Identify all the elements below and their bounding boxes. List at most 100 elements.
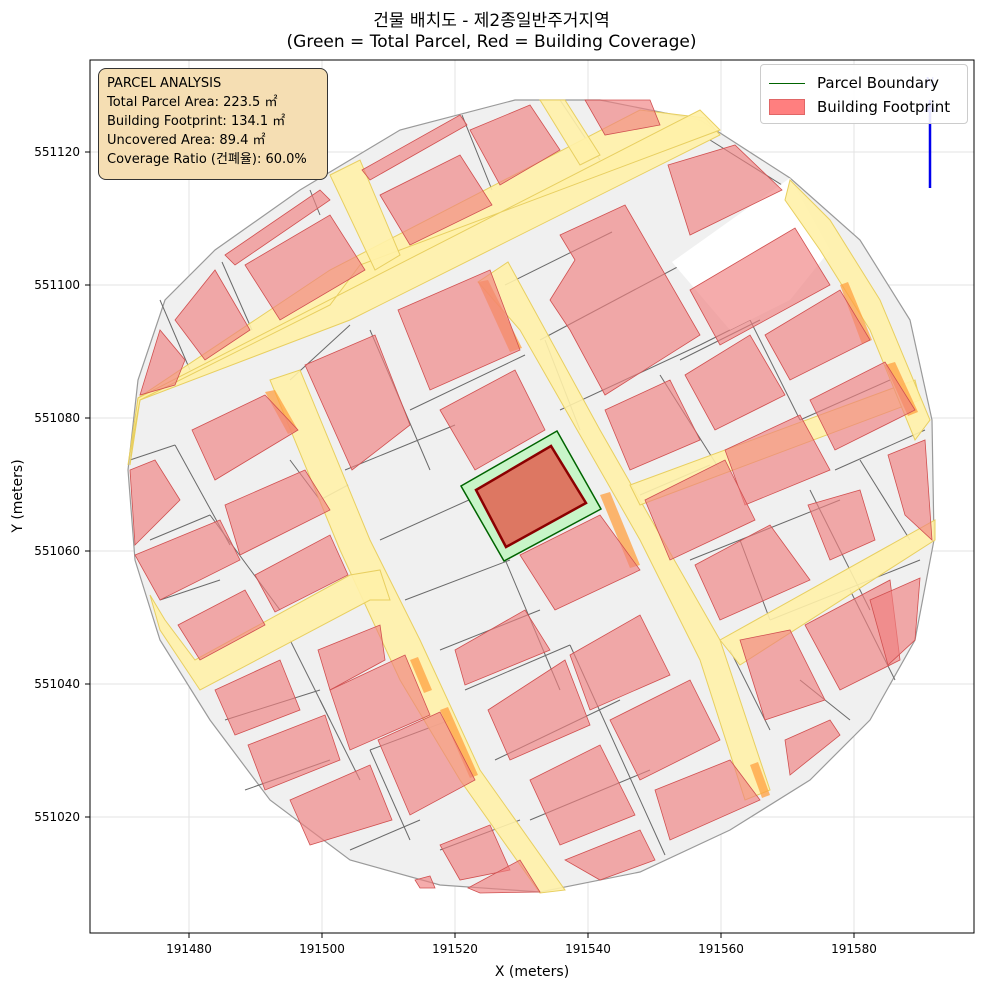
building-footprint — [487, 659, 591, 761]
building-footprint — [667, 144, 783, 236]
building-footprint — [529, 744, 636, 846]
info-uncovered: Uncovered Area: 89.4 ㎡ — [107, 133, 266, 148]
y-tick-label: 551120 — [34, 145, 80, 159]
chart-title-line1: 건물 배치도 - 제2종일반주거지역 — [373, 11, 610, 31]
building-footprint — [609, 679, 721, 781]
building-footprint — [317, 624, 386, 691]
road-north-short — [539, 99, 601, 166]
buildings — [129, 99, 933, 894]
setback-strip — [440, 707, 478, 778]
setback-strip — [750, 762, 770, 798]
parcel-line — [834, 429, 926, 471]
building-footprint — [739, 629, 826, 721]
road-southwest-diagonal — [149, 569, 391, 691]
parcel-line — [404, 559, 511, 601]
legend-parcel-swatch — [769, 82, 805, 84]
setback-strip — [410, 657, 432, 693]
road-northwest-short — [329, 159, 401, 271]
y-tick-label: 551060 — [34, 544, 80, 558]
legend-item-parcel: Parcel Boundary — [769, 73, 939, 93]
info-coverage: Coverage Ratio (건폐율): 60.0% — [107, 152, 307, 167]
x-tick-label: 191580 — [831, 942, 877, 956]
x-axis-label: X (meters) — [495, 964, 569, 980]
info-heading: PARCEL ANALYSIS — [107, 76, 222, 91]
parcel-analysis-box: PARCEL ANALYSIS Total Parcel Area: 223.5… — [98, 68, 328, 180]
parcel-line — [344, 424, 456, 471]
building-footprint — [684, 334, 786, 431]
parcel-line — [349, 819, 421, 851]
x-tick-label: 191500 — [299, 942, 345, 956]
y-tick-label: 551040 — [34, 677, 80, 691]
parcel-line — [379, 494, 481, 541]
building-footprint — [254, 534, 349, 613]
building-footprint — [329, 654, 431, 751]
setback-strip — [600, 492, 640, 568]
parcel-line — [464, 644, 571, 691]
building-footprint — [214, 659, 301, 736]
building-footprint — [139, 329, 186, 396]
road-southeast-diagonal — [719, 519, 936, 666]
parcel-line — [729, 649, 771, 731]
parcel-line — [859, 459, 911, 541]
building-footprint — [549, 204, 701, 396]
building-footprint — [784, 719, 841, 776]
x-tick-label: 191540 — [565, 942, 611, 956]
x-axis: 191480 191500 191520 191540 191560 19158… — [166, 933, 877, 980]
y-axis-label: Y (meters) — [10, 459, 26, 533]
legend-item-building: Building Footprint — [769, 97, 950, 117]
building-footprint — [694, 524, 811, 621]
building-footprint — [519, 514, 641, 611]
building-footprint — [469, 104, 561, 186]
chart-title-line2: (Green = Total Parcel, Red = Building Co… — [286, 32, 697, 52]
building-footprint — [809, 361, 916, 451]
building-footprint — [289, 764, 393, 846]
y-tick-label: 551100 — [34, 278, 80, 292]
axes-frame — [89, 59, 975, 934]
parcel-line — [159, 299, 191, 371]
building-footprint — [869, 577, 921, 666]
building-footprint — [361, 114, 468, 181]
building-footprint — [224, 469, 331, 556]
building-footprint — [304, 334, 411, 471]
parcel-line — [149, 514, 211, 541]
y-tick-label: 551020 — [34, 810, 80, 824]
parcel-line — [129, 444, 176, 461]
parcel-line — [221, 261, 253, 331]
building-footprint — [564, 829, 656, 881]
building-footprint — [689, 227, 831, 346]
building-footprint — [224, 189, 331, 266]
building-footprint — [397, 269, 521, 391]
building-footprint — [454, 609, 551, 686]
target-building[interactable] — [474, 444, 588, 549]
building-footprint — [134, 519, 241, 601]
building-footprint — [887, 439, 933, 541]
legend-parcel-label: Parcel Boundary — [817, 74, 940, 92]
building-footprint — [604, 379, 701, 471]
setback-strip — [840, 282, 872, 344]
building-footprint — [379, 154, 493, 246]
building-footprint — [584, 99, 661, 136]
building-footprint — [467, 859, 541, 894]
parcel-line — [409, 354, 526, 411]
building-footprint — [377, 711, 476, 816]
building-footprint — [414, 875, 436, 889]
building-footprint — [191, 394, 299, 481]
legend-building-swatch — [769, 99, 805, 115]
building-footprint — [247, 714, 341, 791]
x-tick-label: 191560 — [698, 942, 744, 956]
building-footprint — [644, 459, 756, 561]
building-footprint — [439, 369, 546, 471]
info-footprint: Building Footprint: 134.1 ㎡ — [107, 114, 286, 129]
parcel-line — [369, 749, 411, 841]
building-footprint — [654, 759, 761, 841]
parcel-line — [159, 579, 221, 601]
building-footprint — [244, 214, 366, 321]
parcel-line — [461, 114, 493, 191]
y-tick-label: 551080 — [34, 411, 80, 425]
building-footprint — [177, 589, 266, 661]
building-footprint — [569, 614, 671, 711]
building-footprint — [764, 289, 871, 381]
building-footprint — [174, 269, 251, 361]
building-footprint — [807, 489, 876, 561]
building-footprint — [129, 459, 181, 546]
